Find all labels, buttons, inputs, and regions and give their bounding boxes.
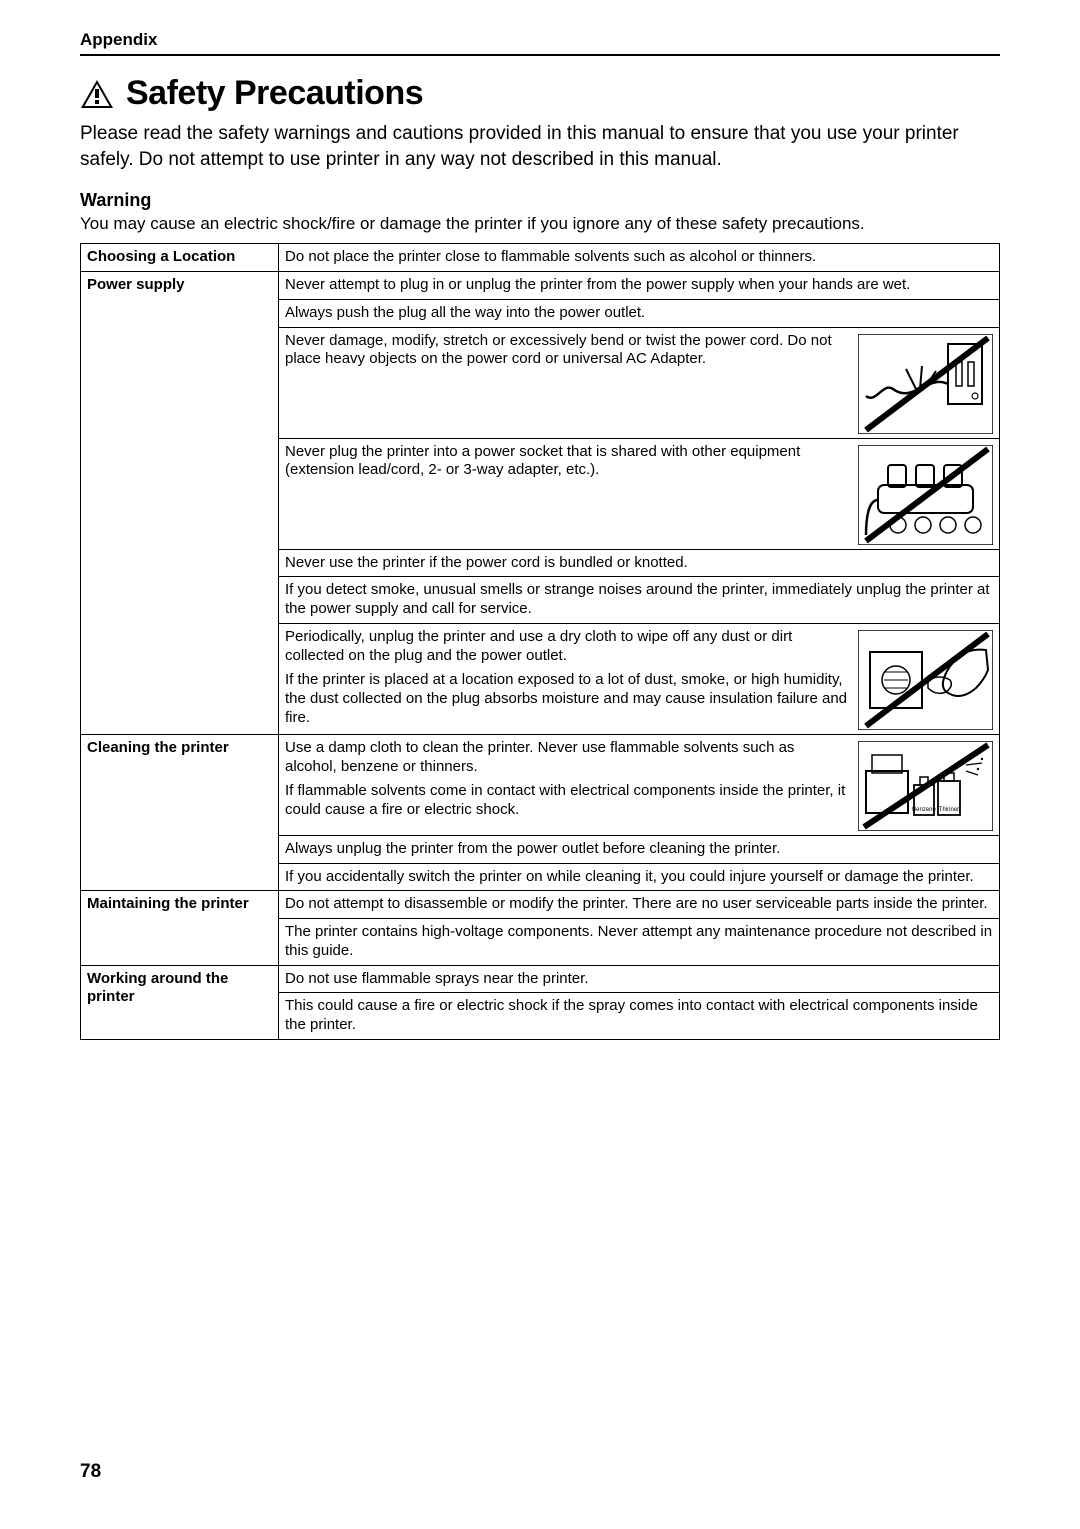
cell-power-7: Periodically, unplug the printer and use… [279, 623, 1000, 734]
cell-power-1: Never attempt to plug in or unplug the p… [279, 272, 1000, 300]
table-row: Cleaning the printer Use a damp cloth to… [81, 734, 1000, 835]
cell-power-6: If you detect smoke, unusual smells or s… [279, 577, 1000, 624]
wipe-plug-icon [858, 630, 993, 730]
page-title: Safety Precautions [126, 74, 423, 113]
cell-cleaning-1: Use a damp cloth to clean the printer. N… [279, 734, 1000, 835]
table-row: Maintaining the printer Do not attempt t… [81, 891, 1000, 919]
rowhead-cleaning: Cleaning the printer [81, 734, 279, 891]
page: Appendix Safety Precautions Please read … [0, 0, 1080, 1529]
cell-cleaning-2: Always unplug the printer from the power… [279, 835, 1000, 863]
cell-power-5: Never use the printer if the power cord … [279, 549, 1000, 577]
cell-cleaning-1b: If flammable solvents come in contact wi… [285, 782, 850, 820]
table-row: Power supply Never attempt to plug in or… [81, 272, 1000, 300]
page-number: 78 [80, 1461, 101, 1483]
plug-damage-icon [858, 334, 993, 434]
table-row: Choosing a Location Do not place the pri… [81, 244, 1000, 272]
cell-maintaining-2: The printer contains high-voltage compon… [279, 919, 1000, 966]
cell-working-2: This could cause a fire or electric shoc… [279, 993, 1000, 1040]
cell-power-7b: If the printer is placed at a location e… [285, 671, 850, 727]
solvents-icon: Benzene Thinner [858, 741, 993, 831]
rowhead-maintaining: Maintaining the printer [81, 891, 279, 965]
cell-power-4-text: Never plug the printer into a power sock… [285, 443, 850, 481]
rowhead-choosing-location: Choosing a Location [81, 244, 279, 272]
cell-cleaning-1a: Use a damp cloth to clean the printer. N… [285, 739, 850, 777]
header-rule: Appendix [80, 30, 1000, 56]
precautions-table: Choosing a Location Do not place the pri… [80, 243, 1000, 1040]
cell-cleaning-3: If you accidentally switch the printer o… [279, 863, 1000, 891]
title-row: Safety Precautions [80, 74, 1000, 113]
cell-power-3: Never damage, modify, stretch or excessi… [279, 327, 1000, 438]
cell-power-2: Always push the plug all the way into th… [279, 299, 1000, 327]
warning-triangle-icon [80, 79, 114, 109]
warning-text: You may cause an electric shock/fire or … [80, 213, 1000, 235]
cell-maintaining-1: Do not attempt to disassemble or modify … [279, 891, 1000, 919]
svg-text:Thinner: Thinner [939, 807, 959, 813]
cell-working-1: Do not use flammable sprays near the pri… [279, 965, 1000, 993]
intro-paragraph: Please read the safety warnings and caut… [80, 121, 1000, 172]
cell-choosing-location-1: Do not place the printer close to flamma… [279, 244, 1000, 272]
rowhead-power-supply: Power supply [81, 272, 279, 735]
cell-power-3-text: Never damage, modify, stretch or excessi… [285, 332, 850, 370]
cell-power-7a: Periodically, unplug the printer and use… [285, 628, 850, 666]
shared-socket-icon [858, 445, 993, 545]
rowhead-working: Working around the printer [81, 965, 279, 1039]
warning-heading: Warning [80, 190, 1000, 211]
section-label: Appendix [80, 30, 157, 49]
table-row: Working around the printer Do not use fl… [81, 965, 1000, 993]
svg-text:Benzene: Benzene [912, 807, 936, 813]
cell-power-4: Never plug the printer into a power sock… [279, 438, 1000, 549]
